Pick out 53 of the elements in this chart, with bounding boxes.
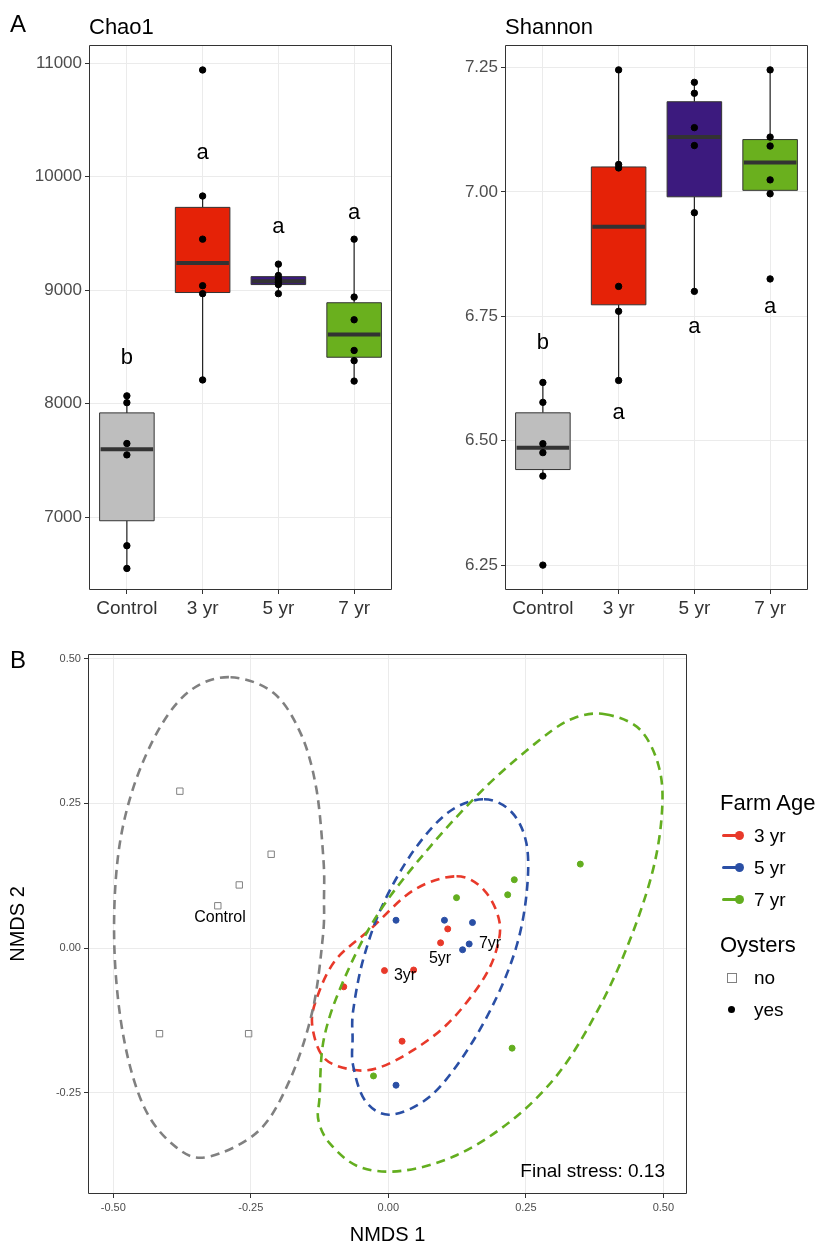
legend-title: Farm Age [720,790,816,816]
x-tick-label: Control [96,596,158,618]
legend-label: 3 yr [754,825,786,847]
y-tick-label: 11000 [35,52,82,72]
y-tick-label: 6.75 [464,305,498,325]
annotation: 5yr [428,949,452,967]
x-tick-label: 0.00 [377,1200,400,1213]
annotation: 7yr [478,934,502,952]
legend-label: no [754,967,776,989]
y-tick-label: 0.25 [59,796,81,809]
legend-label: 7 yr [754,889,786,911]
chart-title: Chao1 [89,14,154,40]
y-tick-label: -0.25 [55,1085,81,1098]
text: yes [754,999,784,1021]
y-tick-label: 10000 [34,166,82,186]
y-tick-label: 0.50 [59,651,81,664]
annotation: 3yr [392,965,418,985]
annotation: a [195,138,210,166]
annotation: b [119,343,134,371]
text: Oysters [720,932,797,958]
x-tick-label: 5 yr [678,596,711,618]
x-tick-label: 3 yr [602,596,636,618]
text: B [10,646,27,674]
y-tick-label: 7.25 [464,57,498,77]
annotation: a [611,398,626,426]
x-axis-title: NMDS 1 [349,1222,426,1245]
y-tick-label: 6.50 [464,430,498,450]
y-tick-label: 9000 [44,279,82,299]
y-tick-label: 6.25 [464,554,498,574]
x-tick-label: 0.50 [652,1200,675,1213]
y-tick-label: 0.00 [59,941,81,954]
annotation: a [271,212,286,240]
annotation: b [535,328,550,356]
x-tick-label: 7 yr [754,596,787,618]
x-tick-label: -0.25 [238,1200,264,1213]
legend-label: 5 yr [754,857,786,879]
x-tick-label: 5 yr [262,596,295,618]
y-axis-title: NMDS 2 [5,886,28,962]
text: A [10,10,27,38]
annotation: a [347,198,362,226]
x-tick-label: 0.25 [515,1200,537,1213]
chart-title: Shannon [505,14,594,40]
annotation: a [763,292,778,320]
x-tick-label: 3 yr [186,596,220,618]
annotation: a [687,312,702,340]
y-tick-label: 8000 [44,393,82,413]
y-tick-label: 7.00 [464,181,498,201]
y-tick-label: 7000 [44,507,82,527]
x-tick-label: 7 yr [338,596,371,618]
annotation: Control [193,907,247,927]
x-tick-label: -0.50 [100,1200,126,1213]
x-tick-label: Control [512,596,574,618]
annotation: Final stress: 0.13 [519,1160,665,1182]
